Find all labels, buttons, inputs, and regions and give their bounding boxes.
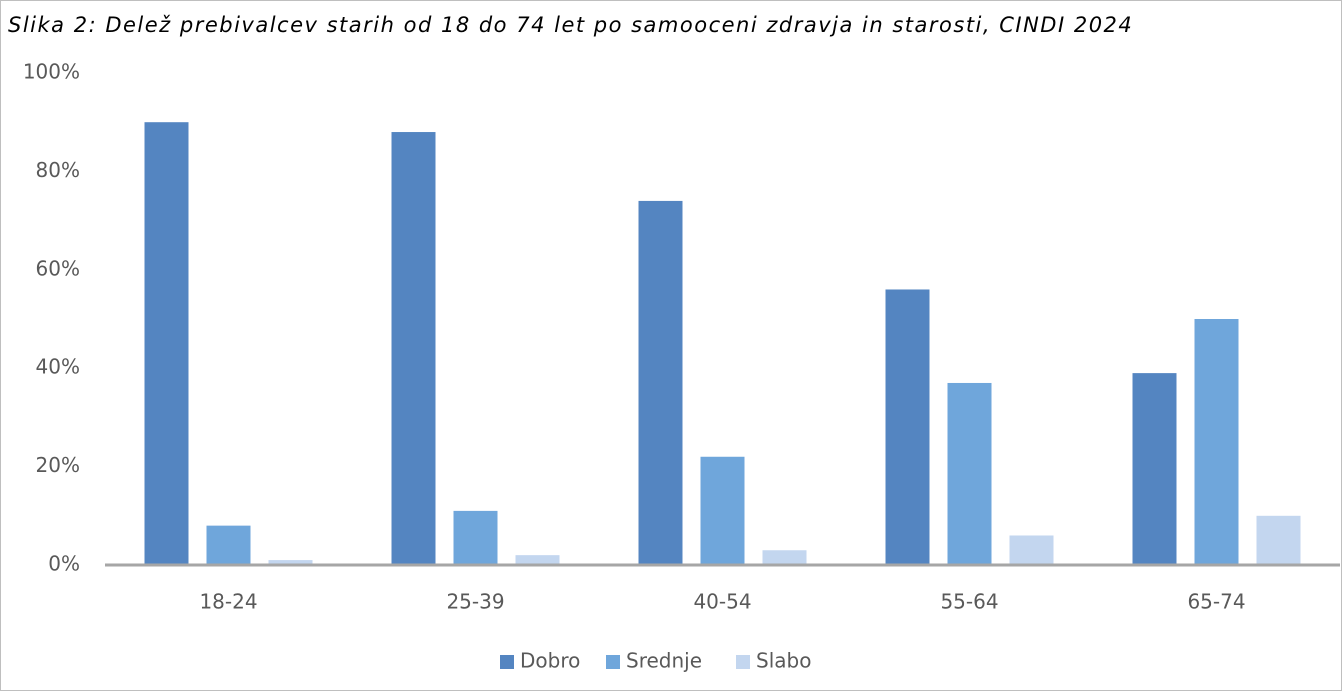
x-tick-label: 18-24 bbox=[199, 590, 257, 614]
y-tick-label: 80% bbox=[36, 158, 80, 182]
bar bbox=[700, 456, 745, 565]
legend-label: Srednje bbox=[626, 649, 702, 673]
bar bbox=[206, 525, 251, 565]
bar bbox=[1009, 535, 1054, 565]
bar bbox=[1194, 319, 1239, 565]
bar bbox=[947, 382, 992, 565]
chart-title: Slika 2: Delež prebivalcev starih od 18 … bbox=[8, 13, 1133, 37]
x-tick-label: 25-39 bbox=[446, 590, 504, 614]
y-tick-label: 60% bbox=[36, 256, 80, 280]
bar bbox=[1132, 373, 1177, 565]
bar bbox=[638, 200, 683, 566]
bar bbox=[762, 550, 807, 565]
legend-label: Slabo bbox=[756, 649, 811, 673]
x-tick-label: 40-54 bbox=[693, 590, 751, 614]
y-tick-label: 100% bbox=[23, 60, 80, 84]
x-tick-label: 65-74 bbox=[1187, 590, 1245, 614]
x-tick-label: 55-64 bbox=[940, 590, 998, 614]
bar bbox=[391, 132, 436, 566]
legend-swatch bbox=[736, 655, 750, 669]
y-tick-label: 0% bbox=[48, 552, 80, 576]
legend-label: Dobro bbox=[520, 649, 580, 673]
legend-swatch bbox=[500, 655, 514, 669]
bar bbox=[885, 289, 930, 565]
y-tick-label: 40% bbox=[36, 355, 80, 379]
bar bbox=[453, 510, 498, 565]
y-tick-label: 20% bbox=[36, 453, 80, 477]
bar bbox=[144, 122, 189, 565]
legend-swatch bbox=[606, 655, 620, 669]
bar bbox=[1256, 515, 1301, 565]
bar bbox=[515, 555, 560, 565]
bar bbox=[268, 560, 313, 565]
